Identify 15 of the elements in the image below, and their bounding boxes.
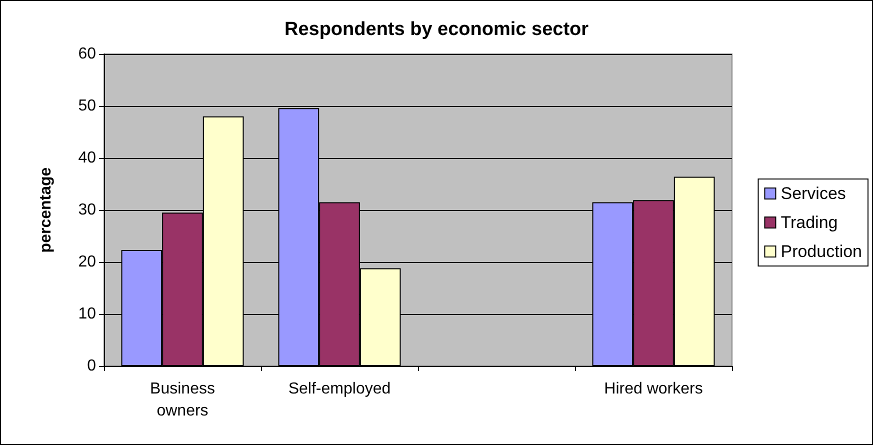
y-tick-label: 40 (78, 150, 96, 166)
x-tick-label: Hired workers (604, 380, 703, 398)
y-tick-label: 30 (78, 202, 96, 218)
y-tick-label: 0 (87, 358, 96, 374)
chart-title: Respondents by economic sector (284, 19, 590, 40)
x-tick-label: Business owners (150, 380, 215, 420)
legend-label: Services (780, 184, 846, 203)
x-tick-label: Self-employed (288, 380, 391, 398)
y-tick-label: 10 (78, 306, 96, 322)
y-axis-title: percentage (38, 167, 54, 253)
legend-label: Trading (780, 213, 838, 232)
y-tick-label: 60 (78, 46, 96, 62)
y-tick-label: 20 (78, 254, 96, 270)
y-tick-label: 50 (78, 98, 96, 114)
legend-label: Production (780, 242, 862, 261)
